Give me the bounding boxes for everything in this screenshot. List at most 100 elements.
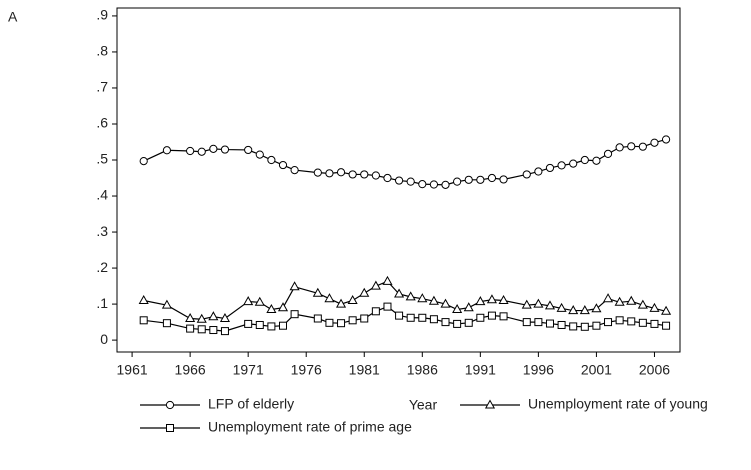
y-tick-label: .4 [96,187,108,203]
data-point [186,324,195,333]
data-point [406,177,415,186]
x-tick-label: 1966 [175,362,206,378]
data-point [313,168,322,177]
data-point [162,319,171,328]
data-point [162,146,172,155]
data-point [604,318,613,327]
data-point [360,314,369,323]
x-tick-label: 1981 [349,362,380,378]
data-point [220,145,230,154]
data-point [534,167,543,176]
data-point [452,303,463,313]
data-point [661,135,671,144]
data-point [139,156,148,166]
y-tick-label: .5 [96,151,108,167]
x-axis-label: Year [409,397,438,413]
data-point [533,298,544,308]
data-point [185,312,196,323]
data-point [417,293,428,303]
data-point [580,155,589,165]
data-point [486,294,497,304]
data-point [277,302,289,312]
x-tick-label: 1961 [117,362,148,378]
data-point [394,288,405,298]
data-point [487,173,497,183]
data-point [405,291,416,301]
data-point [243,296,254,306]
data-point [626,295,637,305]
data-point [254,296,265,306]
data-point [453,177,462,186]
data-point [161,299,172,309]
data-point [487,311,496,320]
data-point [428,295,439,305]
data-point [255,320,264,329]
data-point [545,163,555,173]
data-point [662,321,671,330]
x-tick-label: 1971 [233,362,264,378]
data-point [290,165,299,175]
data-point [313,314,322,323]
data-point [522,318,531,327]
data-point [591,303,602,313]
data-point [266,303,277,313]
data-point [614,296,625,306]
data-point [197,325,206,334]
data-point [615,316,624,325]
legend-label: Unemployment rate of prime age [208,419,412,435]
data-point [370,280,381,290]
data-point [637,299,648,309]
data-point [383,302,392,311]
data-point [429,180,439,189]
data-point [289,281,300,291]
data-point [569,322,578,331]
data-point [360,170,369,179]
data-point [568,305,579,315]
data-point [661,305,672,315]
plot-frame [116,7,681,353]
data-point [499,312,508,321]
data-point [638,142,647,151]
panel-label: A [8,9,18,25]
legend-marker [166,424,174,432]
data-point [476,313,485,322]
data-point [186,146,195,156]
data-point [348,316,357,325]
y-tick-label: .6 [96,115,108,131]
data-point [627,317,636,326]
data-point [382,275,393,285]
data-point [371,307,380,316]
data-point [544,300,556,310]
y-tick-label: 0 [100,331,108,347]
data-point [463,302,474,312]
data-point [406,313,415,322]
data-point [335,298,347,308]
data-point [290,310,299,319]
data-point [464,175,473,184]
data-point [649,302,660,312]
data-point [499,175,508,184]
data-point [418,180,427,189]
data-point [569,159,578,168]
data-point [312,287,323,297]
x-tick-label: 1986 [407,362,438,378]
data-point [534,318,543,327]
legend-label: LFP of elderly [208,396,294,412]
y-tick-label: .3 [96,223,108,239]
data-point [557,161,566,170]
data-point [196,313,207,323]
data-point [602,293,614,303]
data-point [337,319,346,328]
data-point [441,318,450,327]
data-point [650,138,659,147]
data-point [556,302,567,312]
data-point [244,319,253,328]
y-tick-label: .8 [96,43,108,59]
data-point [255,150,264,159]
data-point [545,319,554,328]
y-tick-label: .1 [96,295,108,311]
x-tick-label: 1976 [291,362,322,378]
x-tick-label: 1991 [465,362,496,378]
data-point [208,311,219,321]
data-point [429,315,438,324]
